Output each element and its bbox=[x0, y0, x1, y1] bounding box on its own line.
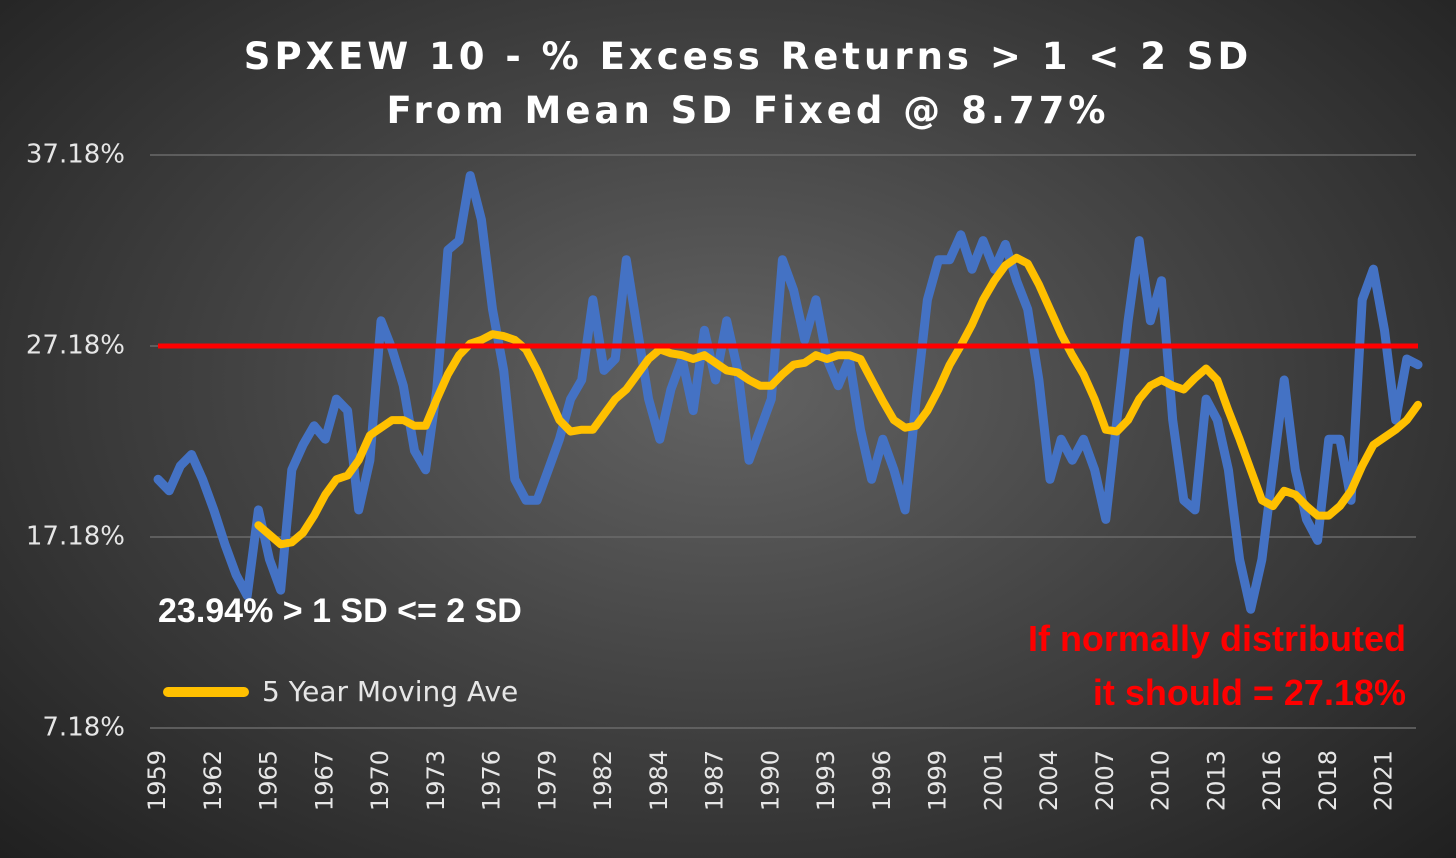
x-tick-label: 1979 bbox=[533, 750, 561, 811]
series-line bbox=[153, 171, 1423, 614]
x-tick-label: 1970 bbox=[366, 750, 394, 811]
y-tick-label: 27.18% bbox=[26, 331, 125, 361]
x-tick-label: 1965 bbox=[255, 750, 283, 811]
x-tick-label: 2013 bbox=[1202, 750, 1230, 811]
annotation-line: 23.94% > 1 SD <= 2 SD bbox=[158, 592, 522, 630]
y-tick-label: 17.18% bbox=[26, 522, 125, 552]
x-tick-label: 1962 bbox=[199, 750, 227, 811]
y-tick-label: 37.18% bbox=[26, 140, 125, 170]
annotation-line: If normally distributed bbox=[1027, 618, 1406, 659]
x-tick-label: 1987 bbox=[701, 750, 729, 811]
x-tick-label: 1959 bbox=[143, 750, 171, 811]
x-tick-label: 1999 bbox=[924, 750, 952, 811]
x-tick-label: 1976 bbox=[478, 750, 506, 811]
x-tick-label: 2018 bbox=[1314, 750, 1342, 811]
series-line bbox=[254, 253, 1422, 549]
x-tick-label: 1990 bbox=[756, 750, 784, 811]
chart-title: SPXEW 10 - % Excess Returns > 1 < 2 SD F… bbox=[243, 35, 1253, 132]
annotation-line: it should = 27.18% bbox=[1092, 672, 1406, 713]
y-tick-label: 7.18% bbox=[42, 713, 125, 743]
x-tick-label: 1996 bbox=[868, 750, 896, 811]
x-tick-label: 2021 bbox=[1370, 750, 1398, 811]
x-tick-label: 2010 bbox=[1147, 750, 1175, 811]
x-tick-label: 1982 bbox=[589, 750, 617, 811]
x-tick-label: 2001 bbox=[979, 750, 1007, 811]
x-tick-label: 2004 bbox=[1035, 750, 1063, 811]
legend-label: 5 Year Moving Ave bbox=[262, 675, 518, 708]
x-tick-label: 2007 bbox=[1091, 750, 1119, 811]
annotation: 23.94% > 1 SD <= 2 SD bbox=[158, 592, 522, 631]
x-tick-label: 1973 bbox=[422, 750, 450, 811]
x-tick-label: 1993 bbox=[812, 750, 840, 811]
x-tick-label: 2016 bbox=[1258, 750, 1286, 811]
x-tick-label: 1967 bbox=[310, 750, 338, 811]
x-tick-label: 1984 bbox=[645, 750, 673, 811]
annotation: If normally distributed it should = 27.18… bbox=[1028, 612, 1406, 720]
